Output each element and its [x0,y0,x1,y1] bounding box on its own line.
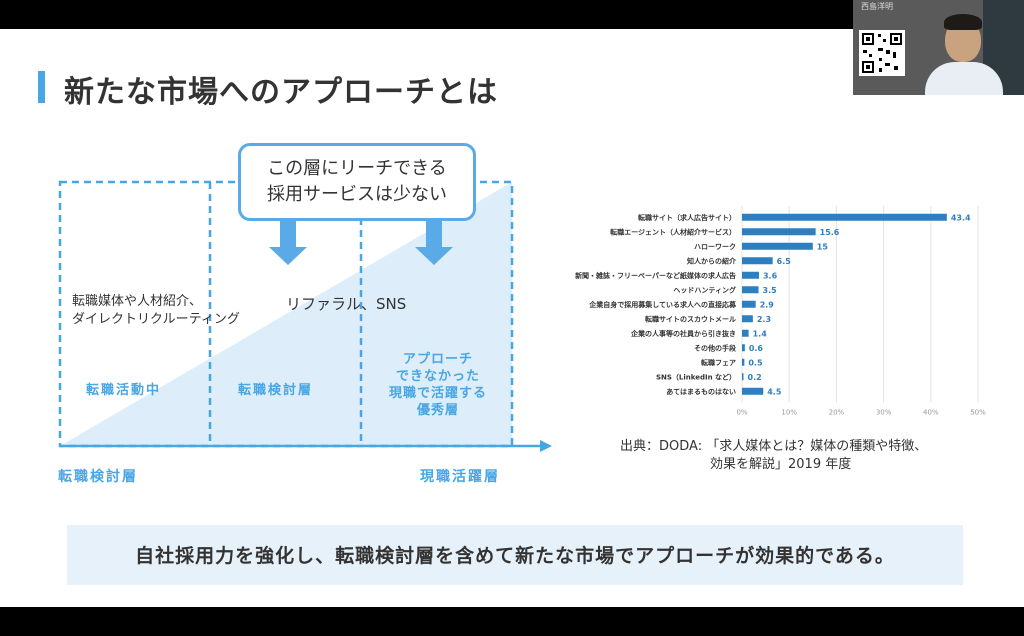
value-label: 0.2 [748,373,762,382]
category-label: その他の手段 [694,343,736,352]
source-line-1: 出典：DODA: 「求人媒体とは？媒体の種類や特徴、 [620,439,928,454]
col2-label: 転職検討層 [238,383,314,398]
value-label: 4.5 [767,387,782,396]
col1-label: 転職活動中 [86,383,162,398]
category-label: 転職エージェント（人材紹介サービス） [610,227,736,236]
bar [742,228,816,236]
bar [742,315,753,323]
category-label: あてはまるものはない [666,387,736,396]
x-tick-label: 0% [736,409,747,417]
value-label: 2.3 [757,315,771,324]
category-label: ヘッドハンティング [673,285,736,294]
value-label: 0.5 [748,358,763,367]
bar [742,300,756,308]
conclusion-text: 自社採用力を強化し、転職検討層を含めて新たな市場でアプローチが効果的である。 [135,545,895,567]
category-label: 転職サイトのスカウトメール [645,314,736,323]
col3-label-line: アプローチ [402,352,473,367]
category-label: 転職サイト（求人広告サイト） [638,213,736,222]
x-tick-label: 40% [923,409,939,417]
webcam-video: 西島洋明 [853,0,1024,95]
down-arrow-icon [269,221,307,265]
value-label: 15 [817,242,829,251]
presenter-hair [944,14,982,30]
callout-line-2: 採用サービスは少ない [267,184,447,205]
value-label: 0.6 [749,344,764,353]
col3-label: アプローチ できなかった 現職で活躍する 優秀層 [368,351,508,419]
value-label: 15.6 [820,228,840,237]
category-label: ハローワーク [694,242,736,251]
axis-left-label: 転職検討層 [58,469,138,485]
bar-chart: 0% 10% 20% 30% 40% 50% 転職サイト（求人広告サイト） 43.4 転職エージ… [575,206,986,417]
bar [742,344,745,352]
axis-arrow-icon [540,440,552,452]
col3-label-line: できなかった [395,369,480,384]
value-label: 1.4 [753,329,768,338]
col3-label-line: 優秀層 [416,403,459,418]
bar [742,213,947,221]
source-citation: 出典：DODA: 「求人媒体とは？媒体の種類や特徴、 効果を解説」2019 年度 [620,438,927,474]
down-arrow-icon [415,221,453,265]
col1-description-line-1: 転職媒体や人材紹介、 [72,294,203,309]
x-tick-label: 30% [876,409,892,417]
conclusion-banner: 自社採用力を強化し、転職検討層を含めて新たな市場でアプローチが効果的である。 [67,525,963,585]
category-label: 新聞・雑誌・フリーペーパーなど紙媒体の求人広告 [575,271,736,280]
bar [742,329,749,337]
category-label: 転職フェア [701,358,736,367]
axis-right-label: 現職活躍層 [420,469,500,485]
col1-description: 転職媒体や人材紹介、 ダイレクトリクルーティング [72,293,240,329]
category-label: 知人からの紹介 [686,256,737,265]
x-tick-label: 20% [829,409,845,417]
bar [742,358,745,366]
diagram-triangle [60,182,512,446]
category-label: 企業自身で採用募集している求人への直接応募 [588,300,737,309]
col2-description: リファラル、SNS [286,295,407,313]
category-label: SNS（LinkedIn など） [656,372,736,381]
value-label: 43.4 [951,213,971,222]
callout-box: この層にリーチできる 採用サービスは少ない [238,143,476,221]
value-label: 3.5 [763,286,778,295]
bar [742,257,773,265]
presentation-slide: 新たな市場へのアプローチとは この層にリーチできる 採用サービスは少ない 転職媒… [0,29,1024,607]
source-line-2: 効果を解説」2019 年度 [710,457,852,472]
value-label: 3.6 [763,271,778,280]
category-label: 企業の人事等の社員から引き抜き [630,329,736,338]
x-tick-label: 10% [781,409,797,417]
bar [742,271,759,279]
presenter-name: 西島洋明 [861,2,893,11]
value-label: 6.5 [777,257,792,266]
bar [742,242,813,250]
presenter-body [925,62,1003,95]
col1-description-line-2: ダイレクトリクルーティング [72,312,240,327]
bar [742,387,764,395]
qr-code-icon [859,30,905,76]
slide-title: 新たな市場へのアプローチとは [64,75,498,110]
col3-label-line: 現職で活躍する [388,386,487,401]
callout-line-1: この層にリーチできる [267,158,447,179]
bar [742,373,744,381]
market-diagram [58,180,552,452]
title-accent-bar [38,71,45,103]
value-label: 2.9 [760,300,775,309]
bar [742,286,759,294]
x-tick-label: 50% [970,409,986,417]
